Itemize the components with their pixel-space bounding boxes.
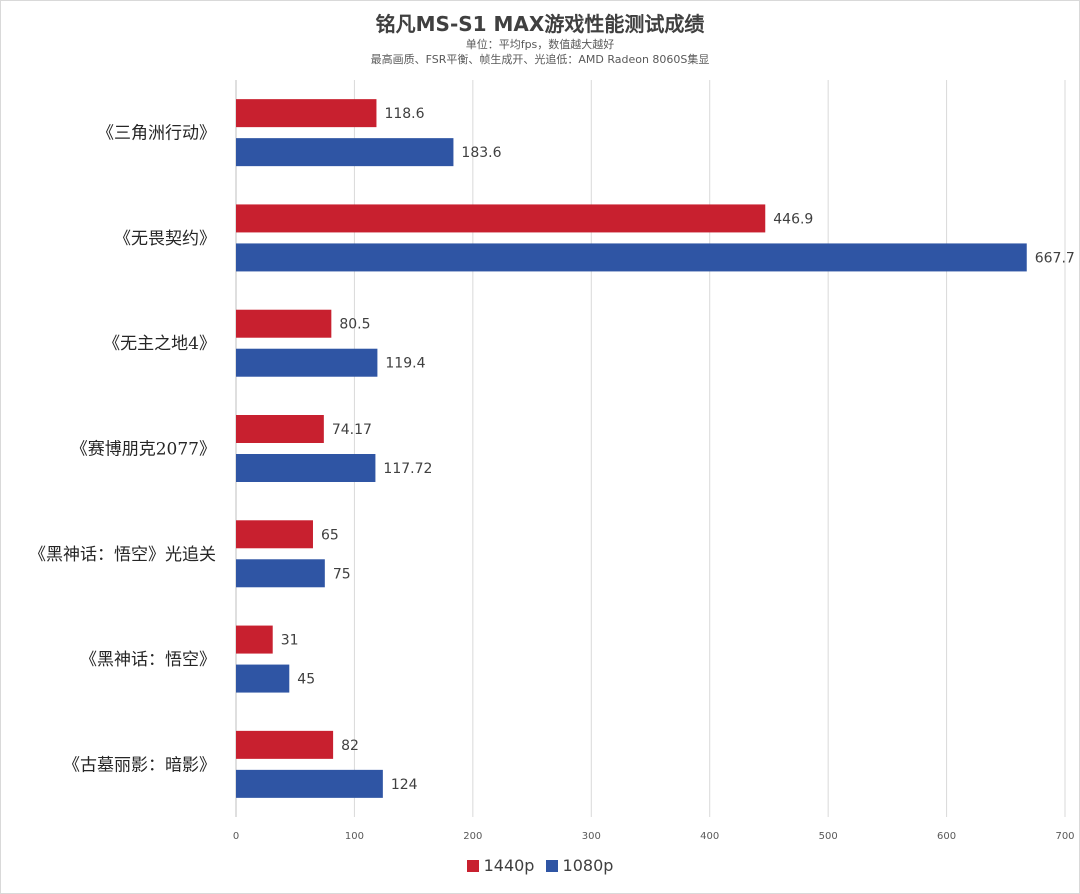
bar-1440p-2 xyxy=(236,309,332,338)
legend-swatch-1080p xyxy=(545,859,558,872)
data-label: 119.4 xyxy=(385,356,425,372)
x-tick-label: 500 xyxy=(819,831,838,842)
category-label: 《黑神话：悟空》光追关 xyxy=(29,545,216,565)
data-label: 80.5 xyxy=(339,317,370,333)
category-label: 《三角洲行动》 xyxy=(97,124,216,144)
data-label: 183.6 xyxy=(461,145,501,161)
data-label: 31 xyxy=(281,633,299,649)
bar-1440p-5 xyxy=(236,625,273,654)
data-label: 446.9 xyxy=(773,211,813,227)
legend-label-1080p: 1080p xyxy=(562,856,614,875)
category-label: 《黑神话：悟空》 xyxy=(80,650,216,670)
data-label: 118.6 xyxy=(384,106,424,122)
legend-swatch-1440p xyxy=(466,859,479,872)
bar-1440p-4 xyxy=(236,520,313,549)
category-label: 《赛博朋克2077》 xyxy=(71,439,216,460)
bar-1080p-0 xyxy=(236,138,454,167)
chart-subtitle-units: 单位：平均fps，数值越大越好 xyxy=(465,38,615,51)
data-label: 65 xyxy=(321,527,339,543)
data-label: 75 xyxy=(333,566,351,582)
legend-item-1440p: 1440p xyxy=(466,856,535,875)
chart-subtitle-settings: 最高画质、FSR平衡、帧生成开、光追低：AMD Radeon 8060S集显 xyxy=(370,53,710,66)
data-label: 667.7 xyxy=(1035,250,1075,266)
chart-title: 铭凡MS-S1 MAX游戏性能测试成绩 xyxy=(375,12,705,36)
data-label: 124 xyxy=(391,777,418,793)
bar-1440p-3 xyxy=(236,415,324,443)
bar-1440p-6 xyxy=(236,730,334,759)
x-tick-label: 700 xyxy=(1055,831,1074,842)
bar-1080p-2 xyxy=(236,348,378,377)
bar-1440p-1 xyxy=(236,204,766,233)
x-tick-label: 100 xyxy=(345,831,364,842)
bar-1080p-4 xyxy=(236,559,325,588)
data-label: 82 xyxy=(341,738,359,754)
bar-1080p-5 xyxy=(236,664,290,693)
legend: 1440p 1080p xyxy=(0,856,1080,876)
category-label: 《无主之地4》 xyxy=(103,334,216,354)
bar-1080p-6 xyxy=(236,769,383,798)
x-tick-label: 400 xyxy=(700,831,719,842)
x-tick-label: 200 xyxy=(463,831,482,842)
legend-label-1440p: 1440p xyxy=(483,856,535,875)
data-label: 45 xyxy=(297,672,315,688)
legend-item-1080p: 1080p xyxy=(545,856,614,875)
category-label: 《古墓丽影：暗影》 xyxy=(63,755,216,775)
data-label: 74.17 xyxy=(332,422,372,438)
bar-1080p-1 xyxy=(236,243,1027,272)
x-tick-label: 0 xyxy=(233,831,239,842)
x-tick-label: 600 xyxy=(937,831,956,842)
category-label: 《无畏契约》 xyxy=(114,229,216,249)
bar-1080p-3 xyxy=(236,454,376,482)
bar-1440p-0 xyxy=(236,99,377,128)
data-label: 117.72 xyxy=(383,461,432,477)
x-tick-label: 300 xyxy=(582,831,601,842)
